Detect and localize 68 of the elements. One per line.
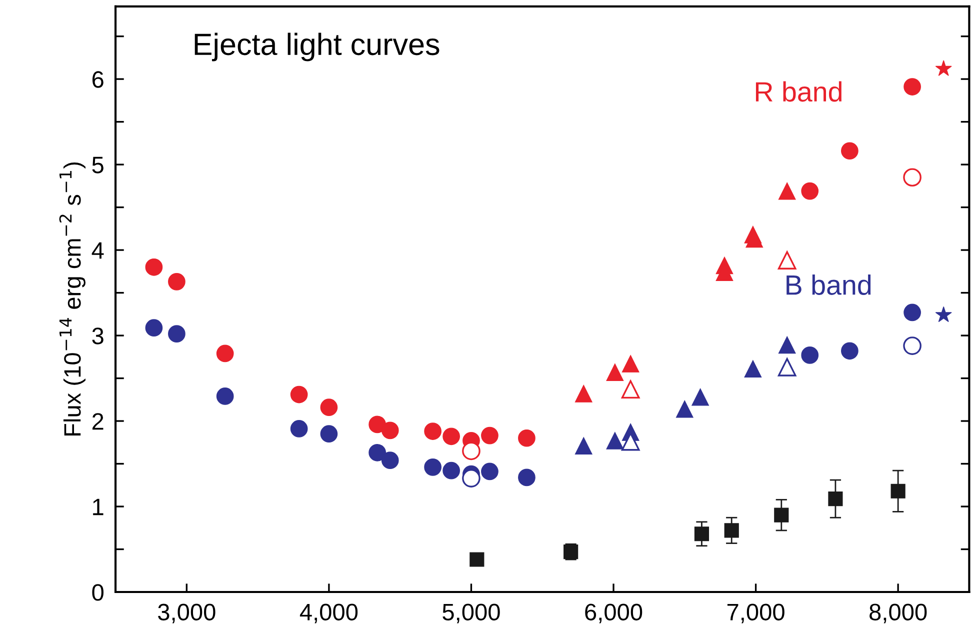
point: [216, 388, 234, 405]
annotation: R band: [756, 81, 842, 102]
text: Ejecta light curves: [194, 32, 440, 62]
point: [290, 386, 308, 404]
point: [903, 168, 922, 187]
y-tick-label: 3: [92, 328, 104, 344]
x-tick-label: 5,000: [442, 604, 500, 624]
point: [145, 258, 163, 276]
point: [778, 336, 796, 354]
point: [320, 425, 338, 443]
y-axis-title: Flux (10$^{−14}$ erg cm$^{−2}$ s$^{−1}$): [59, 162, 86, 436]
x-tick-label: 4,000: [300, 604, 358, 624]
point: [676, 400, 694, 418]
point: [381, 452, 399, 470]
point: [621, 380, 640, 399]
point: [778, 182, 796, 200]
y-tick-label: 2: [92, 413, 104, 430]
point: [168, 325, 186, 343]
x-tick-label: 8,000: [870, 604, 927, 624]
y-tick-label: 5: [92, 156, 104, 174]
point: [841, 142, 858, 160]
point: [518, 429, 536, 447]
point: [216, 344, 234, 362]
point: [368, 416, 386, 434]
point: [168, 272, 186, 290]
x-tick-label: 3,000: [158, 604, 216, 624]
x-tick-label: 7,000: [727, 604, 784, 624]
point: [744, 360, 762, 378]
x-tick-label: 6,000: [585, 604, 642, 624]
point: [470, 552, 484, 567]
point: [145, 319, 163, 337]
point: [778, 251, 796, 270]
point: [935, 306, 952, 322]
point: [381, 422, 399, 440]
point: [442, 462, 460, 480]
point: [841, 342, 858, 360]
point: [424, 458, 442, 476]
point: [462, 469, 480, 488]
point: [692, 388, 709, 406]
y-tick-label: 0: [92, 584, 104, 601]
point: [828, 492, 843, 506]
point: [606, 364, 624, 381]
point: [442, 428, 460, 446]
point: [481, 426, 498, 444]
point: [694, 526, 710, 542]
point: [622, 355, 640, 372]
y-tick-label: 4: [92, 242, 104, 259]
point: [320, 398, 338, 416]
point: [424, 422, 442, 440]
point: [801, 346, 819, 364]
point: [904, 304, 921, 322]
point: [801, 182, 819, 200]
point: [935, 60, 952, 76]
point: [774, 508, 789, 522]
point: [904, 78, 921, 96]
point: [574, 384, 592, 402]
y-tick-label: 6: [92, 71, 104, 88]
point: [290, 420, 308, 438]
annotation: B band: [786, 274, 871, 295]
point: [890, 484, 906, 498]
point: [368, 444, 386, 462]
y-tick-label: 1: [93, 498, 104, 516]
point: [462, 442, 480, 460]
point: [724, 523, 739, 538]
point: [574, 437, 592, 454]
point: [518, 468, 536, 486]
point: [481, 462, 498, 480]
point: [606, 432, 624, 450]
